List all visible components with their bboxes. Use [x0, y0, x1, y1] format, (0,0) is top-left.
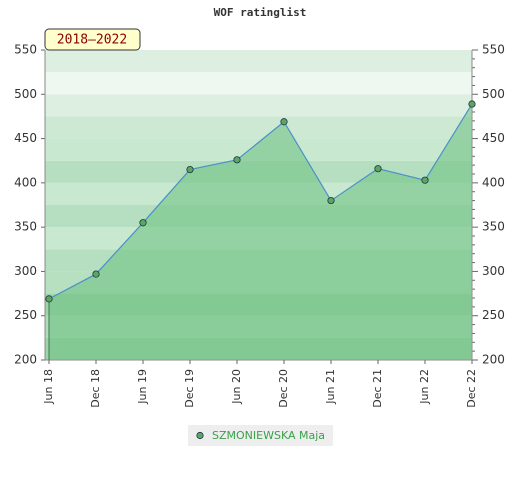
y2-tick-label: 250 — [482, 308, 505, 322]
marker — [139, 219, 147, 227]
y2-tick-label: 450 — [482, 131, 505, 145]
grid-band — [45, 50, 472, 73]
marker — [421, 176, 429, 184]
period-label: 2018–2022 — [57, 33, 127, 48]
y-tick-label: 450 — [14, 131, 37, 145]
y2-tick-label: 200 — [482, 353, 505, 367]
marker — [186, 165, 194, 174]
y-tick-label: 200 — [14, 353, 37, 367]
marker — [468, 100, 476, 108]
x-tick-label: Dec 21 — [371, 369, 384, 408]
marker — [233, 156, 241, 164]
chart-title: WOF ratinglist — [214, 6, 307, 19]
marker — [327, 196, 335, 205]
x-tick-label: Jun 20 — [230, 369, 243, 405]
x-tick-label: Dec 22 — [465, 369, 478, 408]
y-tick-label: 300 — [14, 264, 37, 278]
y-tick-label: 550 — [14, 43, 37, 57]
y-tick-label: 350 — [14, 220, 37, 234]
x-tick-label: Dec 19 — [183, 369, 196, 408]
y2-tick-label: 350 — [482, 220, 505, 234]
marker — [92, 270, 100, 278]
legend: SZMONIEWSKA Maja — [188, 425, 333, 446]
grid-band — [45, 72, 472, 95]
y-tick-label: 250 — [14, 308, 37, 322]
y2-tick-label: 550 — [482, 43, 505, 57]
y2-tick-label: 300 — [482, 264, 505, 278]
y2-tick-label: 500 — [482, 87, 505, 101]
period-box — [44, 28, 141, 51]
legend-marker — [196, 431, 204, 440]
marker — [280, 118, 288, 126]
legend-box — [188, 425, 333, 446]
grid-band — [45, 116, 472, 139]
y2-tick-label: 400 — [482, 175, 505, 189]
marker — [374, 165, 382, 173]
x-tick-label: Jun 22 — [418, 369, 431, 405]
grid-band — [45, 94, 472, 117]
legend-label: SZMONIEWSKA Maja — [212, 429, 325, 442]
x-tick-label: Dec 18 — [89, 369, 102, 408]
x-tick-label: Jun 18 — [42, 369, 55, 405]
area — [49, 104, 472, 361]
marker — [45, 295, 53, 303]
line — [48, 103, 473, 300]
y-tick-label: 400 — [14, 175, 37, 189]
x-tick-label: Jun 19 — [136, 369, 149, 405]
x-tick-label: Dec 20 — [277, 369, 290, 408]
y-tick-label: 500 — [14, 87, 37, 101]
x-tick-label: Jun 21 — [324, 369, 337, 405]
